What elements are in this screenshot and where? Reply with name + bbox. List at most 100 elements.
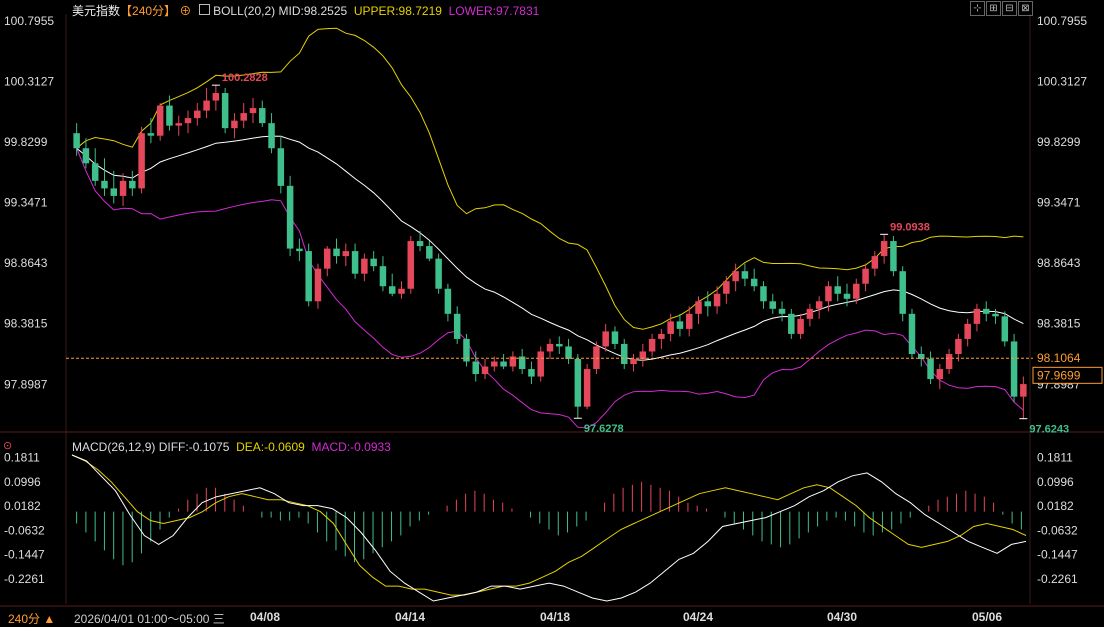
macd-dea-value: DEA:-0.0609 — [236, 440, 305, 454]
candle-body — [815, 301, 823, 309]
candle-body — [639, 351, 647, 359]
y-tick-label-left: 98.8643 — [4, 256, 48, 270]
cursor-time-range: 2026/04/01 01:00～05:00 三 — [74, 612, 225, 626]
macd-diff-line — [71, 454, 1027, 602]
y-tick-label-right: 98.3815 — [1037, 317, 1081, 331]
candle-body — [853, 283, 860, 299]
candle-body — [296, 248, 303, 252]
candle-body — [1001, 316, 1009, 342]
candle-body — [982, 308, 990, 314]
macd-hist-value: MACD:-0.0933 — [311, 440, 391, 454]
y-tick-label-right: 98.8643 — [1037, 256, 1081, 270]
candle-body — [286, 185, 294, 249]
candle-body — [778, 308, 786, 314]
cursor-price-label: 97.9699 — [1037, 368, 1081, 382]
candle-body — [871, 256, 879, 269]
low1-annotation: 97.6278 — [584, 423, 624, 435]
candle-body — [249, 108, 257, 114]
candle-body — [741, 271, 749, 279]
candle-body — [556, 343, 563, 347]
period-label[interactable]: 【240分】 — [120, 4, 177, 18]
settings-icon[interactable]: ⊕ — [179, 4, 192, 18]
minimize-icon[interactable]: ⊟ — [1002, 1, 1017, 16]
candle-body — [648, 338, 656, 352]
candle-body — [333, 248, 340, 257]
period-selector[interactable]: 240分 ▲ — [8, 612, 56, 626]
macd-y-tick-label-left: -0.2261 — [4, 572, 45, 586]
candle-body — [602, 331, 609, 347]
candle-body — [685, 313, 693, 329]
macd-y-tick-label-left: 0.1811 — [4, 451, 40, 465]
candle-body — [110, 188, 118, 196]
high-annotation: 100.2828 — [222, 72, 268, 84]
candle-body — [583, 369, 591, 407]
macd-settings-icon[interactable]: ⊙ — [3, 440, 13, 452]
close-icon[interactable]: ⊠ — [1018, 1, 1033, 16]
boll-upper-line — [76, 27, 1024, 330]
macd-y-tick-label-right: -0.2261 — [1037, 572, 1078, 586]
candle-body — [453, 313, 461, 339]
candle-body — [658, 333, 665, 339]
candle-body — [936, 369, 944, 380]
candle-body — [565, 346, 572, 359]
y-tick-label-right: 100.3127 — [1037, 74, 1087, 88]
macd-dea-line — [71, 454, 1027, 596]
candle-body — [667, 321, 674, 334]
candle-body — [611, 331, 619, 344]
candle-body — [398, 288, 405, 294]
candle-body — [101, 180, 108, 189]
candle-body — [119, 180, 127, 196]
macd-title[interactable]: MACD(26,12,9) — [72, 440, 156, 454]
x-tick-label: 04/14 — [395, 610, 425, 624]
candle-body — [509, 356, 517, 367]
candle-body — [240, 113, 247, 121]
candle-body — [305, 251, 312, 302]
candle-body — [760, 286, 767, 302]
candle-body — [546, 343, 554, 352]
candle-body — [435, 258, 442, 289]
candle-body — [407, 241, 415, 289]
candle-body — [212, 93, 220, 101]
main-chart-header: 美元指数【240分】 ⊕ BOLL(20,2) MID:98.2525 UPPE… — [72, 2, 539, 19]
candle-body — [259, 108, 266, 124]
candle-body — [695, 301, 702, 314]
y-tick-label-left: 99.8299 — [4, 135, 48, 149]
y-tick-label-left: 98.3815 — [4, 317, 48, 331]
candle-body — [973, 308, 981, 324]
candle-body — [528, 369, 535, 377]
macd-y-tick-label-right: -0.0632 — [1037, 523, 1078, 537]
candle-body — [732, 271, 739, 282]
current-price-tag — [1033, 350, 1103, 366]
candle-body — [351, 251, 359, 274]
boll-label[interactable]: BOLL(20,2) — [213, 4, 276, 18]
candle-body — [156, 105, 164, 136]
candle-body — [750, 278, 758, 287]
candle-body — [426, 246, 433, 259]
crosshair-icon[interactable]: ⊹ — [970, 1, 985, 16]
y-tick-label-left: 97.8987 — [4, 377, 48, 391]
x-tick-label: 04/30 — [827, 610, 857, 624]
current-price-label: 98.1064 — [1037, 351, 1081, 365]
candle-body — [82, 148, 90, 164]
candle-body — [1020, 384, 1027, 397]
candle-body — [472, 361, 479, 375]
candle-body — [964, 323, 971, 339]
candle-body — [890, 241, 897, 272]
candle-body — [806, 308, 814, 319]
candle-body — [379, 266, 387, 287]
candle-body — [797, 318, 804, 334]
boll-mid-value: MID:98.2525 — [278, 4, 348, 18]
candle-body — [463, 338, 470, 362]
candle-body — [277, 148, 285, 186]
macd-y-tick-label-right: -0.1447 — [1037, 548, 1078, 562]
candle-body — [723, 281, 730, 294]
candle-body — [481, 366, 489, 375]
candle-body — [323, 248, 331, 269]
expand-icon[interactable]: ⊞ — [986, 1, 1001, 16]
instrument-name[interactable]: 美元指数 — [72, 4, 121, 18]
candle-body — [955, 338, 962, 354]
candle-body — [388, 286, 396, 294]
macd-diff-value: DIFF:-0.1075 — [158, 440, 230, 454]
candle-body — [908, 313, 916, 354]
